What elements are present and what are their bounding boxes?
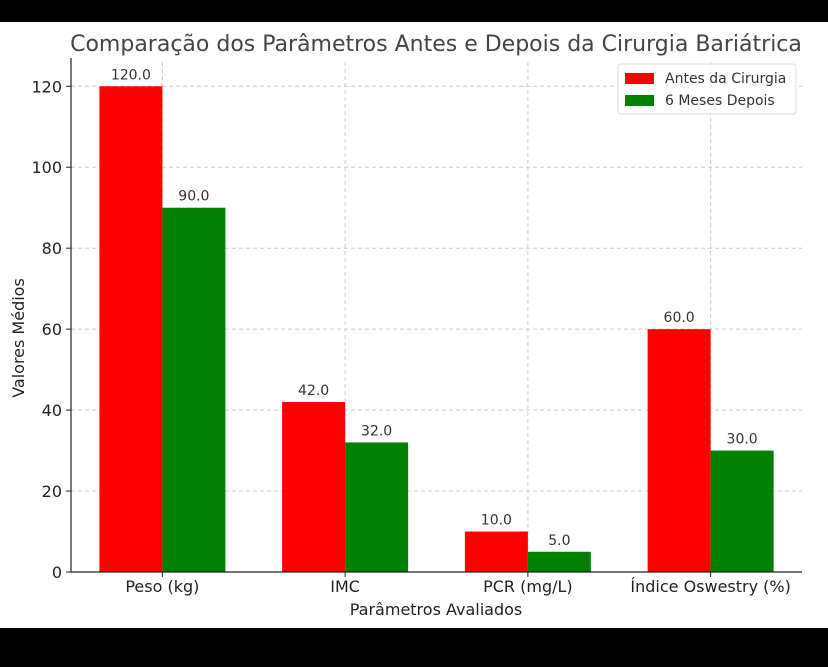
x-tick-label: Peso (kg) — [125, 577, 199, 596]
bar-antes — [282, 402, 346, 572]
y-tick-label: 80 — [42, 239, 62, 258]
bar-antes — [464, 531, 528, 572]
bar-antes — [99, 86, 163, 573]
bar-value-label: 30.0 — [727, 432, 758, 448]
bar-chart: Comparação dos Parâmetros Antes e Depois… — [9, 32, 802, 619]
bar-value-label: 32.0 — [361, 423, 392, 439]
y-tick-label: 0 — [52, 563, 62, 582]
bar-depois — [345, 442, 409, 572]
y-tick-label: 60 — [42, 320, 62, 339]
legend: Antes da Cirurgia 6 Meses Depois — [617, 63, 797, 115]
bar-value-label: 120.0 — [111, 67, 151, 83]
bar-depois — [710, 450, 774, 572]
bar-depois — [162, 207, 226, 572]
y-tick-label: 100 — [31, 158, 62, 177]
axes: 0 20 40 60 80 100 120 Peso (kg) IMC PCR (mg/L) Índ… — [31, 58, 802, 596]
legend-swatch — [625, 95, 654, 106]
legend-swatch — [625, 73, 654, 84]
x-axis-label: Parâmetros Avaliados — [350, 600, 523, 619]
bar-value-label: 5.0 — [548, 533, 570, 549]
legend-label: Antes da Cirurgia — [665, 71, 786, 87]
bar-value-label: 90.0 — [178, 189, 209, 205]
bar-value-label: 60.0 — [664, 310, 695, 326]
y-tick-label: 120 — [31, 77, 62, 96]
legend-box — [617, 63, 797, 115]
y-tick-label: 40 — [42, 401, 62, 420]
x-tick-label: IMC — [330, 577, 360, 596]
chart-frame: Comparação dos Parâmetros Antes e Depois… — [0, 22, 828, 628]
bar-antes — [647, 329, 711, 572]
x-tick-label: PCR (mg/L) — [483, 577, 573, 596]
bar-value-label: 42.0 — [298, 383, 329, 399]
chart-title: Comparação dos Parâmetros Antes e Depois… — [70, 32, 802, 57]
bars: 120.0 90.0 42.0 32.0 10.0 5.0 60.0 30.0 — [99, 67, 774, 573]
bar-value-label: 10.0 — [481, 513, 512, 529]
x-tick-label: Índice Oswestry (%) — [630, 577, 790, 596]
bar-depois — [527, 551, 591, 572]
legend-label: 6 Meses Depois — [665, 93, 775, 109]
y-tick-label: 20 — [42, 482, 62, 501]
y-axis-label: Valores Médios — [9, 278, 28, 398]
